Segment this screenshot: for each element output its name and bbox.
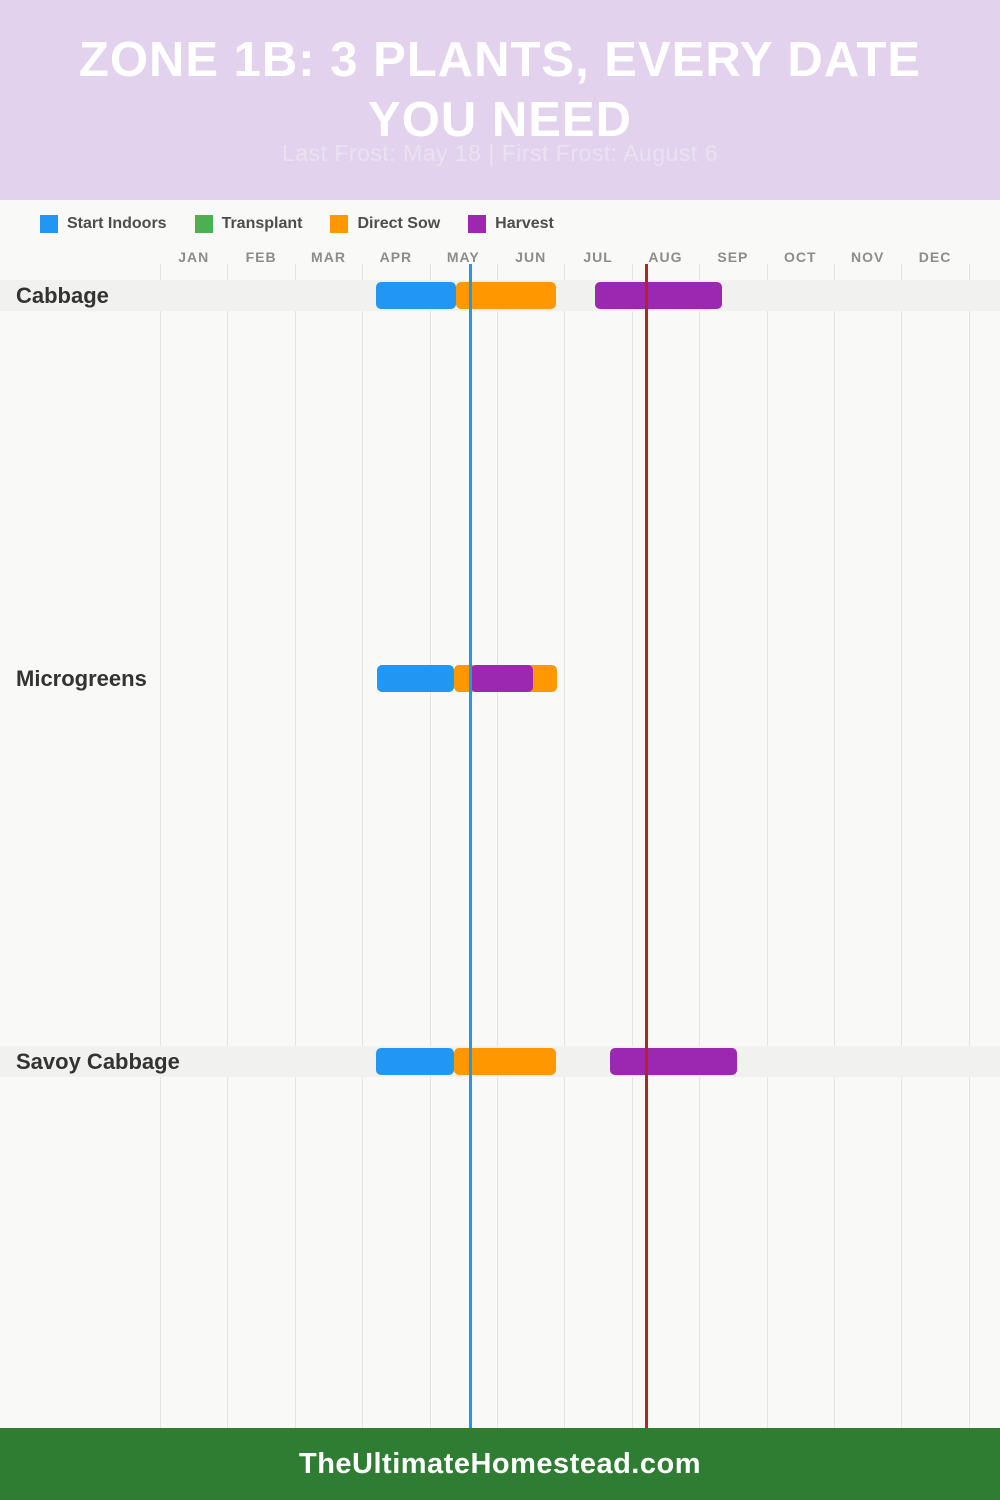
month-gridline xyxy=(834,264,835,1428)
row-label-cabbage: Cabbage xyxy=(16,283,109,308)
page-title-line1: ZONE 1B: 3 PLANTS, EVERY DATE xyxy=(78,33,922,87)
start-indoors-bar xyxy=(376,1048,454,1075)
month-label-aug: AUG xyxy=(648,249,683,265)
start-indoors-bar xyxy=(377,665,454,692)
legend-label: Harvest xyxy=(495,215,554,232)
harvest-bar xyxy=(609,1048,737,1075)
month-label-nov: NOV xyxy=(851,249,885,265)
legend-item-harvest: Harvest xyxy=(468,215,554,233)
direct-sow-swatch-icon xyxy=(330,215,349,233)
month-label-mar: MAR xyxy=(311,249,346,265)
month-gridline xyxy=(699,264,701,1428)
month-gridline xyxy=(901,264,903,1428)
harvest-swatch-icon xyxy=(468,215,487,233)
legend-item-direct-sow: Direct Sow xyxy=(330,215,440,233)
legend-label: Transplant xyxy=(221,215,303,232)
month-gridline xyxy=(766,264,768,1428)
legend: Start Indoors Transplant Direct Sow Harvest xyxy=(40,215,554,233)
month-label-jul: JUL xyxy=(583,249,613,265)
start-indoors-swatch-icon xyxy=(40,215,58,233)
month-gridline xyxy=(497,264,498,1428)
direct-sow-bar xyxy=(455,282,557,309)
website-url: TheUltimateHomestead.com xyxy=(299,1447,701,1480)
month-gridline xyxy=(362,264,364,1428)
month-gridline xyxy=(631,264,633,1428)
page-title: ZONE 1B: 3 PLANTS, EVERY DATE YOU NEED xyxy=(0,30,1000,150)
month-gridline xyxy=(968,264,970,1428)
month-label-may: MAY xyxy=(446,249,480,265)
month-label-feb: FEB xyxy=(245,249,277,265)
month-label-jun: JUN xyxy=(515,249,547,265)
row-label-savoy-cabbage: Savoy Cabbage xyxy=(16,1049,180,1074)
month-gridline xyxy=(429,264,431,1428)
harvest-bar xyxy=(470,665,534,692)
start-indoors-bar xyxy=(375,282,456,309)
first-frost-line xyxy=(645,264,649,1428)
transplant-swatch-icon xyxy=(194,215,213,233)
legend-item-transplant: Transplant xyxy=(194,215,303,233)
month-label-oct: OCT xyxy=(784,249,817,265)
row-label-microgreens: Microgreens xyxy=(16,666,147,691)
month-gridline xyxy=(160,264,161,1428)
frost-dates-subtitle: Last Frost: May 18 | First Frost: August… xyxy=(282,140,718,166)
harvest-bar xyxy=(595,282,723,309)
header: ZONE 1B: 3 PLANTS, EVERY DATE YOU NEED L… xyxy=(0,0,1000,200)
footer: TheUltimateHomestead.com xyxy=(0,1428,1000,1500)
legend-label: Direct Sow xyxy=(357,215,441,232)
month-gridline xyxy=(294,264,296,1428)
month-label-apr: APR xyxy=(379,249,413,265)
page-title-line2: YOU NEED xyxy=(368,93,632,147)
legend-label: Start Indoors xyxy=(67,215,167,232)
month-gridline xyxy=(227,264,229,1428)
month-gridline xyxy=(564,264,566,1428)
month-label-dec: DEC xyxy=(918,249,952,265)
legend-item-start-indoors: Start Indoors xyxy=(40,215,167,233)
last-frost-line xyxy=(469,264,473,1428)
month-label-sep: SEP xyxy=(717,249,749,265)
month-label-jan: JAN xyxy=(178,249,210,265)
